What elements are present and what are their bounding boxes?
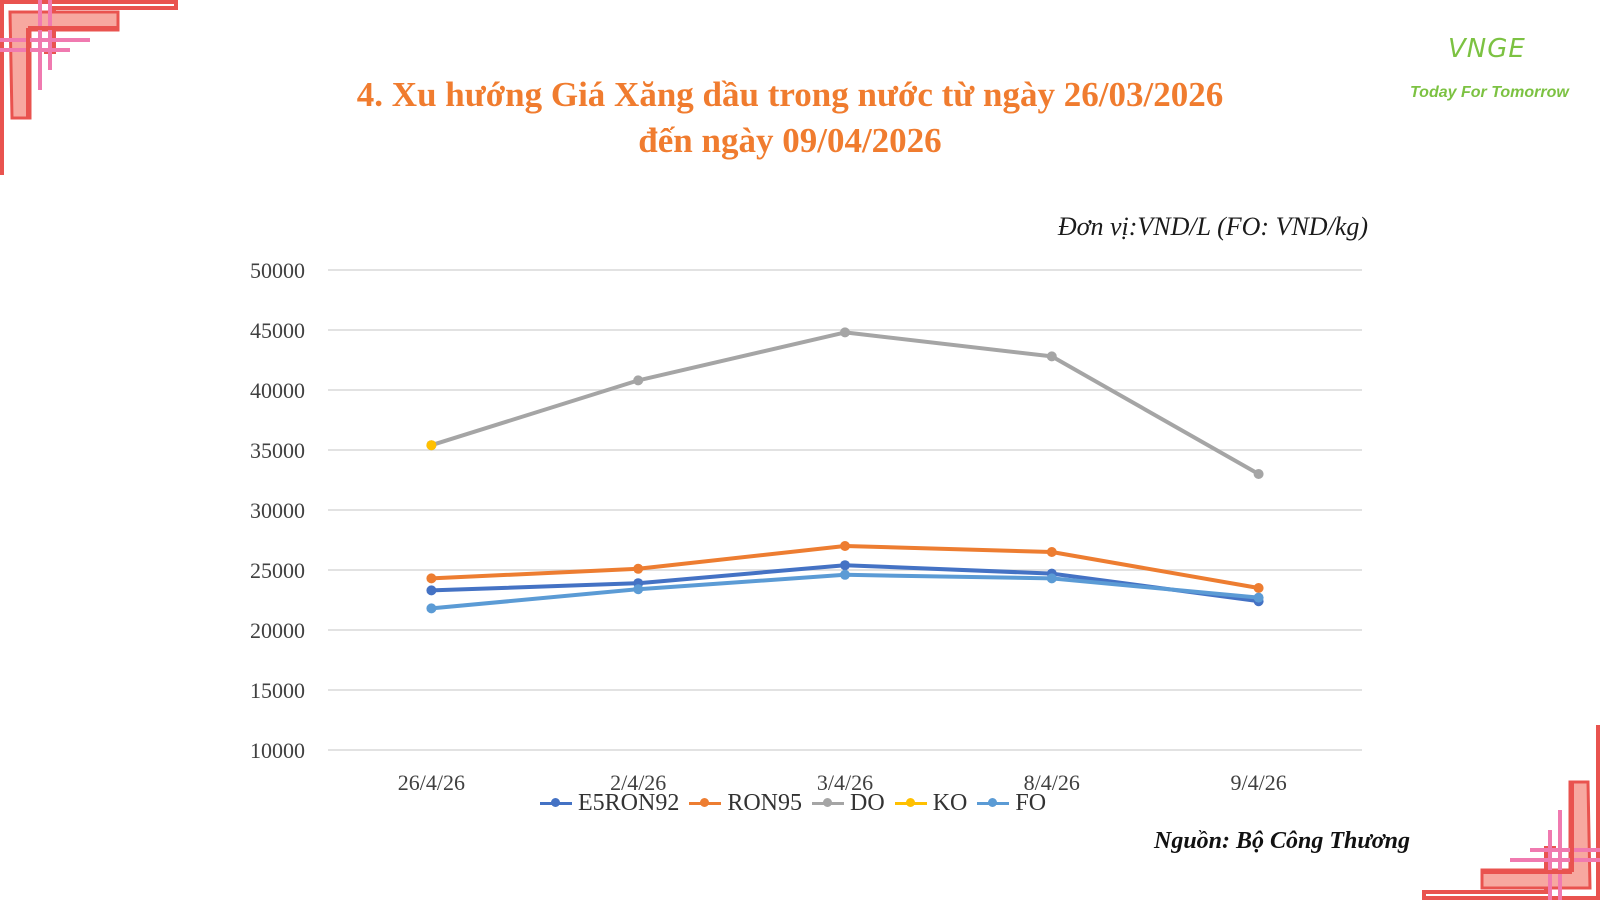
- legend-item-e5ron92: E5RON92: [540, 790, 679, 817]
- data-point: [840, 560, 850, 571]
- data-point: [1253, 592, 1264, 603]
- legend-swatch: [894, 798, 927, 807]
- legend-swatch: [812, 798, 845, 807]
- chart-title-line-2: đến ngày 09/04/2026: [638, 121, 942, 160]
- data-point: [426, 573, 437, 584]
- data-point: [840, 541, 850, 551]
- legend-item-fo: FO: [977, 790, 1046, 817]
- y-axis-ticks: 10000 15000 20000 25000 30000 35000 40000 45000…: [250, 258, 305, 763]
- series-fo: [426, 569, 1264, 614]
- legend-item-ron95: RON95: [689, 790, 802, 817]
- y-tick-label: 15000: [250, 678, 305, 703]
- logo-tagline: Today For Tomorrow: [1410, 84, 1569, 101]
- y-tick-label: 50000: [250, 258, 305, 283]
- gridlines: [328, 269, 1362, 751]
- y-tick-label: 30000: [250, 498, 305, 523]
- data-point: [426, 603, 437, 614]
- y-tick-label: 20000: [250, 618, 305, 643]
- chart-legend: E5RON92 RON95 DO KO FO: [540, 790, 1046, 817]
- legend-item-ko: KO: [894, 790, 968, 817]
- data-point: [1046, 547, 1057, 557]
- data-point: [633, 584, 644, 595]
- chart-title: 4. Xu hướng Giá Xăng dầu trong nước từ n…: [240, 72, 1340, 164]
- corner-ornament-bottom-right: [1422, 725, 1600, 900]
- legend-swatch: [540, 798, 572, 807]
- data-point: [840, 327, 850, 338]
- data-point: [1253, 469, 1264, 479]
- logo-mark: VNGE: [1448, 34, 1526, 64]
- unit-note: Đơn vị:VND/L (FO: VND/kg): [1057, 212, 1368, 241]
- y-tick-label: 45000: [250, 318, 305, 343]
- data-point: [426, 585, 437, 596]
- legend-label: FO: [1015, 790, 1047, 816]
- x-tick-label: 3/4/26: [817, 770, 873, 795]
- y-tick-label: 10000: [250, 738, 305, 763]
- chart-title-line-1: 4. Xu hướng Giá Xăng dầu trong nước từ n…: [356, 75, 1224, 114]
- data-point: [1253, 583, 1264, 593]
- legend-label: KO: [932, 790, 968, 816]
- data-point: [1046, 351, 1057, 362]
- x-axis-ticks: 26/4/26 2/4/26 3/4/26 8/4/26 9/4/26: [398, 770, 1287, 795]
- series-lines: [426, 327, 1264, 614]
- data-point: [840, 569, 850, 580]
- data-point: [633, 563, 644, 574]
- vnge-logo: VNGE Today For Tomorrow: [1398, 20, 1578, 110]
- legend-label: DO: [850, 790, 885, 816]
- series-ko: [426, 440, 437, 451]
- corner-ornament-top-left: [0, 0, 178, 175]
- legend-label: E5RON92: [578, 790, 680, 816]
- legend-label: RON95: [727, 790, 803, 816]
- legend-item-do: DO: [812, 790, 885, 817]
- series-line: [429, 572, 1261, 611]
- x-tick-label: 2/4/26: [610, 770, 666, 795]
- y-tick-label: 40000: [250, 378, 305, 403]
- x-tick-label: 8/4/26: [1024, 770, 1080, 795]
- x-tick-label: 9/4/26: [1230, 770, 1286, 795]
- series-do: [426, 327, 1264, 479]
- y-tick-label: 25000: [250, 558, 305, 583]
- legend-swatch: [689, 798, 722, 807]
- data-point: [426, 440, 437, 451]
- x-tick-label: 26/4/26: [398, 770, 465, 795]
- y-tick-label: 35000: [250, 438, 305, 463]
- source-note: Nguồn: Bộ Công Thương: [1154, 828, 1410, 854]
- series-line: [429, 330, 1261, 476]
- data-point: [633, 375, 644, 386]
- data-point: [1046, 573, 1057, 584]
- series-ron95: [426, 541, 1264, 593]
- legend-swatch: [977, 798, 1010, 807]
